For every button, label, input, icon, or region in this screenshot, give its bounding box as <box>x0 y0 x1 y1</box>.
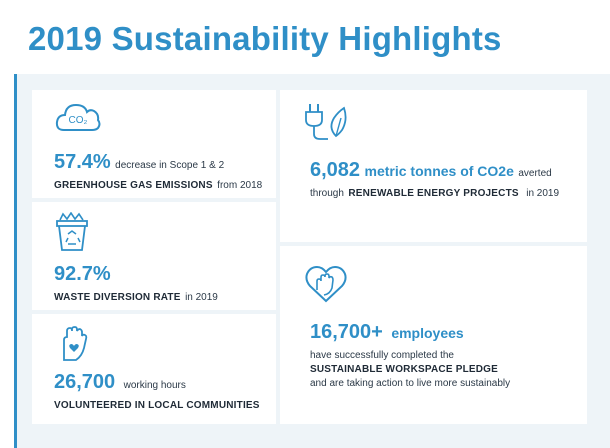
emissions-desc: decrease in Scope 1 & 2 <box>115 160 225 171</box>
employees-value: 16,700+ <box>310 321 383 343</box>
card-waste: 92.7% WASTE DIVERSION RATE in 2019 <box>32 202 276 310</box>
plug-leaf-icon <box>302 102 350 142</box>
volunteer-desc: working hours <box>123 380 186 391</box>
hand-heart-icon <box>58 326 90 362</box>
employees-line3: and are taking action to live more susta… <box>310 378 511 389</box>
energy-label: RENEWABLE ENERGY PROJECTS <box>348 188 519 199</box>
emissions-value: 57.4% <box>54 151 111 173</box>
waste-label: WASTE DIVERSION RATE <box>54 292 181 303</box>
highlights-panel: CO₂ 57.4% decrease in Scope 1 & 2 GREENH… <box>14 74 610 448</box>
recycling-bin-icon <box>54 212 90 252</box>
heart-hand-icon <box>304 264 348 304</box>
card-energy: 6,082 metric tonnes of CO2e averted thro… <box>280 90 587 242</box>
energy-desc: averted <box>518 168 552 179</box>
energy-unit: metric tonnes of CO2e <box>364 163 514 179</box>
emissions-suffix: from 2018 <box>217 180 263 191</box>
waste-suffix: in 2019 <box>185 292 218 303</box>
waste-value: 92.7% <box>54 263 111 285</box>
employees-label: SUSTAINABLE WORKSPACE PLEDGE <box>310 364 499 375</box>
employees-unit: employees <box>391 325 464 341</box>
svg-text:CO₂: CO₂ <box>69 115 88 126</box>
card-volunteer: 26,700 working hours VOLUNTEERED IN LOCA… <box>32 314 276 424</box>
card-emissions: CO₂ 57.4% decrease in Scope 1 & 2 GREENH… <box>32 90 276 198</box>
co2-cloud-icon: CO₂ <box>54 100 102 136</box>
energy-value: 6,082 <box>310 159 361 181</box>
employees-line1: have successfully completed the <box>310 350 454 361</box>
volunteer-value: 26,700 <box>54 371 116 393</box>
energy-suffix: in 2019 <box>526 188 560 199</box>
energy-prefix: through <box>310 188 344 199</box>
card-employees: 16,700+ employees have successfully comp… <box>280 246 587 424</box>
emissions-label: GREENHOUSE GAS EMISSIONS <box>54 180 213 191</box>
page-title: 2019 Sustainability Highlights <box>28 20 502 57</box>
volunteer-label: VOLUNTEERED IN LOCAL COMMUNITIES <box>54 400 260 411</box>
